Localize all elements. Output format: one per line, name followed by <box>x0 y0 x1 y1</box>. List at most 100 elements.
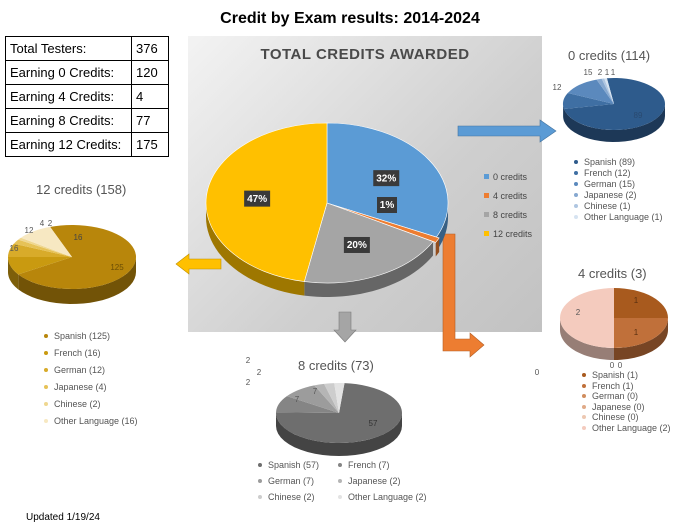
center-chart-legend: 0 credits 4 credits 8 credits 12 credits <box>484 167 532 243</box>
summary-row: Total Testers: 376 <box>5 36 169 61</box>
legend-item: German (12) <box>44 361 138 378</box>
legend-item: French (7) <box>338 457 418 473</box>
summary-row: Earning 8 Credits: 77 <box>5 108 169 133</box>
legend-swatch <box>484 193 489 198</box>
pie-slice-12-credits-4 <box>18 237 72 257</box>
legend-marker <box>258 479 262 483</box>
data-label-12-credits-5: 16 <box>74 233 83 242</box>
pie-4-credits: 110 002 <box>535 288 668 377</box>
pie-12-credits: 125 16 12 4 2 16 <box>8 219 137 304</box>
legend-label: Japanese (4) <box>54 381 107 392</box>
legend-marker <box>574 159 578 164</box>
pie-slice-12-credits-2 <box>8 243 73 257</box>
data-label-box-total-1 <box>377 197 397 213</box>
summary-value: 376 <box>131 36 169 61</box>
pie-slice-0-credits-3 <box>596 78 614 104</box>
main-title: Credit by Exam results: 2014-2024 <box>220 10 480 27</box>
legend-label: Chinese (2) <box>54 398 101 409</box>
pie-slice-12-credits-3 <box>13 239 73 257</box>
legend-item: Other Language (2) <box>582 423 671 434</box>
summary-value: 77 <box>131 108 169 133</box>
data-label-4-credits-0: 1 <box>634 296 639 305</box>
legend-item: Japanese (2) <box>574 189 663 200</box>
chart-title-12-credits: 12 credits (158) <box>36 182 127 197</box>
legend-marker <box>338 479 342 483</box>
legend-swatch <box>484 231 489 236</box>
legend-marker <box>582 415 586 420</box>
data-label-8-credits-4: 2 <box>257 368 262 377</box>
pie-slice-0-credits-2 <box>567 79 614 104</box>
legend-marker <box>582 373 586 378</box>
legend-item: German (7) <box>258 473 338 489</box>
legend-marker <box>44 367 48 372</box>
legend-item: Chinese (2) <box>44 395 138 412</box>
chart-title-4-credits: 4 credits (3) <box>578 266 647 281</box>
legend-label: Other Language (2) <box>348 492 427 502</box>
pie-wall-0-credits-1 <box>563 104 564 121</box>
legend-label: Spanish (57) <box>268 460 320 470</box>
updated-note: Updated 1/19/24 <box>26 512 100 523</box>
summary-label: Earning 12 Credits: <box>5 132 132 157</box>
data-label-12-credits-1: 16 <box>10 244 19 253</box>
legend-marker <box>582 383 586 388</box>
legend-marker <box>582 394 586 399</box>
data-label-0-credits-5: 1 <box>611 68 616 77</box>
legend-label: Spanish (1) <box>592 370 639 381</box>
legend-label: Other Language (1) <box>584 211 663 222</box>
pie-slice-0-credits-5 <box>604 78 614 104</box>
pie-wall-4-credits-5 <box>560 318 614 360</box>
legend-label: 0 credits <box>493 171 528 182</box>
legend-label: Spanish (89) <box>584 156 636 167</box>
legend-0-credits: Spanish (89) French (12) German (15) Japane… <box>574 156 663 222</box>
legend-marker <box>574 181 578 186</box>
summary-label: Total Testers: <box>5 36 132 61</box>
legend-marker <box>44 350 48 355</box>
legend-marker <box>574 170 578 175</box>
pie-slice-8-credits-0 <box>276 383 402 444</box>
data-label-box-total-0 <box>373 170 400 187</box>
data-label-4-credits-1: 1 <box>634 328 639 337</box>
legend-marker <box>44 418 48 423</box>
summary-value: 175 <box>131 132 169 157</box>
pie-wall-12-credits-1 <box>8 257 19 290</box>
center-legend-item: 0 credits <box>484 167 532 186</box>
pie-slice-8-credits-1 <box>276 396 339 413</box>
legend-label: Chinese (2) <box>268 492 315 502</box>
center-legend-item: 8 credits <box>484 205 532 224</box>
legend-label: Other Language (2) <box>592 422 671 433</box>
legend-marker <box>574 203 578 208</box>
legend-marker <box>258 463 262 467</box>
pie-slice-4-credits-0 <box>614 288 668 318</box>
center-legend-item: 12 credits <box>484 224 532 243</box>
arrow-to-12-credits <box>175 253 222 275</box>
arrow-to-8-credits <box>333 311 357 343</box>
data-label-0-credits-1: 12 <box>553 83 562 92</box>
pie-wall-4-credits-1 <box>614 318 668 360</box>
legend-label: Chinese (1) <box>584 200 631 211</box>
data-label-8-credits-1: 7 <box>295 395 300 404</box>
chart-title-0-credits: 0 credits (114) <box>568 48 651 63</box>
data-label-total-0: 32% <box>376 173 396 184</box>
pie-wall-total-1 <box>435 237 440 257</box>
pie-slice-12-credits-0 <box>18 225 136 289</box>
pie-wall-total-0 <box>436 203 448 252</box>
legend-marker <box>338 495 342 499</box>
legend-label: German (15) <box>584 178 636 189</box>
data-label-8-credits-2: 7 <box>313 387 318 396</box>
legend-item: Spanish (89) <box>574 156 663 167</box>
data-label-12-credits-3: 4 <box>40 219 45 228</box>
pie-slice-4-credits-5 <box>560 288 614 348</box>
data-label-4-credits-3: 0 <box>618 361 623 370</box>
legend-item: Chinese (2) <box>258 489 338 505</box>
legend-item: French (16) <box>44 344 138 361</box>
data-label-0-credits-4: 1 <box>605 68 610 77</box>
legend-4-credits: Spanish (1) French (1) German (0) Japanese … <box>582 370 671 433</box>
data-label-12-credits-2: 12 <box>25 226 34 235</box>
legend-label: Other Language (16) <box>54 415 138 426</box>
data-label-8-credits-5: 2 <box>246 378 251 387</box>
pie-wall-total-3 <box>206 203 305 296</box>
legend-marker <box>574 214 578 219</box>
data-label-0-credits-0: 89 <box>634 111 643 120</box>
